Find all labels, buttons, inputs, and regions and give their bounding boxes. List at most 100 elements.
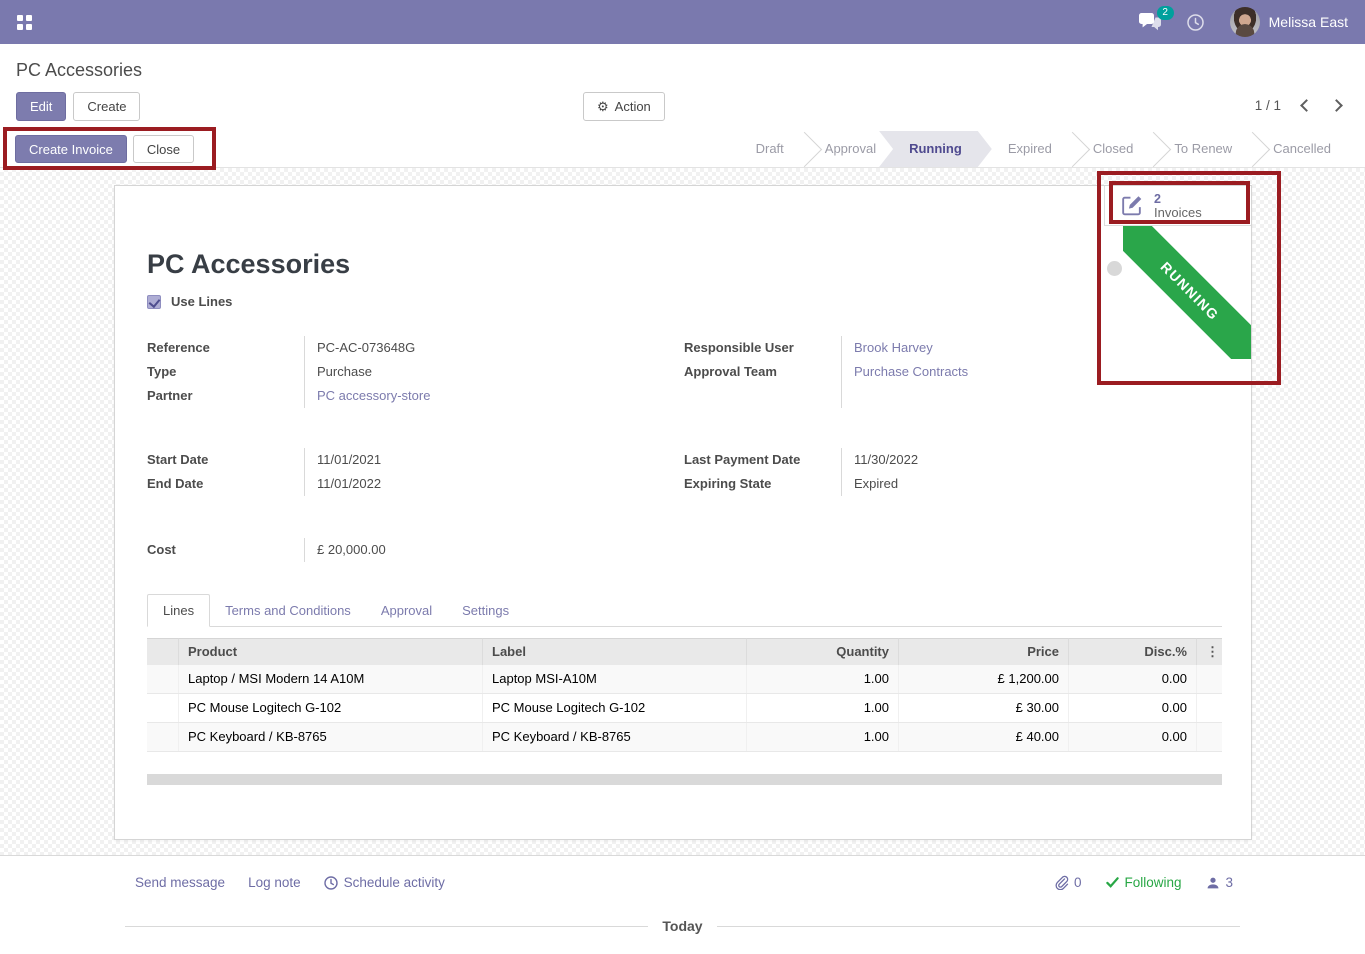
schedule-activity-button[interactable]: Schedule activity xyxy=(324,875,445,890)
header-quantity[interactable]: Quantity xyxy=(747,638,899,665)
check-icon xyxy=(1106,876,1119,889)
today-divider: Today xyxy=(125,918,1240,934)
stage-pipeline: Draft Approval Running Expired Closed To… xyxy=(736,131,1365,167)
gear-icon: ⚙ xyxy=(597,100,609,113)
pager-next-icon[interactable] xyxy=(1330,99,1343,112)
apps-menu-icon[interactable] xyxy=(17,15,32,30)
attachments-count: 0 xyxy=(1074,875,1082,890)
cell-product: PC Mouse Logitech G-102 xyxy=(179,694,483,722)
record-title: PC Accessories xyxy=(147,249,350,280)
followers-button[interactable]: 3 xyxy=(1206,875,1233,890)
paperclip-icon xyxy=(1054,875,1069,890)
field-value-end-date: 11/01/2022 xyxy=(317,472,664,496)
field-value-approval-team-link[interactable]: Purchase Contracts xyxy=(854,364,968,379)
use-lines-field: Use Lines xyxy=(147,294,232,309)
field-value-expiring-state: Expired xyxy=(854,472,1201,496)
lines-table: Product Label Quantity Price Disc.% ⋮ La… xyxy=(147,638,1222,752)
edit-note-icon xyxy=(1119,193,1144,218)
field-value-partner-link[interactable]: PC accessory-store xyxy=(317,388,430,403)
cell-price: £ 40.00 xyxy=(899,723,1069,751)
create-button[interactable]: Create xyxy=(73,92,140,121)
cell-disc: 0.00 xyxy=(1069,665,1197,693)
field-label-last-payment-date: Last Payment Date xyxy=(684,448,841,472)
header-disc[interactable]: Disc.% xyxy=(1069,638,1197,665)
field-label-partner: Partner xyxy=(147,384,304,408)
today-label: Today xyxy=(662,918,702,934)
table-row[interactable]: PC Keyboard / KB-8765 PC Keyboard / KB-8… xyxy=(147,723,1222,752)
field-label-cost: Cost xyxy=(147,538,304,562)
field-value-last-payment-date: 11/30/2022 xyxy=(854,448,1201,472)
activity-dot xyxy=(1107,261,1122,276)
field-value-type: Purchase xyxy=(317,360,664,384)
log-note-button[interactable]: Log note xyxy=(248,875,301,890)
tab-terms-and-conditions[interactable]: Terms and Conditions xyxy=(210,595,366,626)
cell-label: PC Mouse Logitech G-102 xyxy=(483,694,747,722)
cell-label: Laptop MSI-A10M xyxy=(483,665,747,693)
field-label-end-date: End Date xyxy=(147,472,304,496)
tab-settings[interactable]: Settings xyxy=(447,595,524,626)
header-handle-cell xyxy=(147,638,179,665)
stage-running[interactable]: Running xyxy=(879,131,992,167)
field-value-responsible-user-link[interactable]: Brook Harvey xyxy=(854,340,933,355)
cell-price: £ 1,200.00 xyxy=(899,665,1069,693)
followers-count: 3 xyxy=(1225,875,1233,890)
invoices-count: 2 xyxy=(1154,192,1202,206)
close-button[interactable]: Close xyxy=(133,135,194,163)
use-lines-label: Use Lines xyxy=(171,294,232,309)
field-group-2: Start Date End Date 11/01/2021 11/01/202… xyxy=(147,448,1226,496)
cell-product: Laptop / MSI Modern 14 A10M xyxy=(179,665,483,693)
field-group-3: Cost £ 20,000.00 xyxy=(147,538,1226,562)
field-label-responsible-user: Responsible User xyxy=(684,336,841,360)
header-product[interactable]: Product xyxy=(179,638,483,665)
field-value-cost: £ 20,000.00 xyxy=(317,538,664,562)
cell-price: £ 30.00 xyxy=(899,694,1069,722)
table-header-row: Product Label Quantity Price Disc.% ⋮ xyxy=(147,638,1222,665)
messages-badge: 2 xyxy=(1157,6,1174,20)
cell-disc: 0.00 xyxy=(1069,723,1197,751)
field-label-reference: Reference xyxy=(147,336,304,360)
breadcrumb[interactable]: PC Accessories xyxy=(0,44,1365,81)
attachments-button[interactable]: 0 xyxy=(1054,875,1082,890)
cell-quantity: 1.00 xyxy=(747,694,899,722)
cell-quantity: 1.00 xyxy=(747,665,899,693)
field-label-approval-team: Approval Team xyxy=(684,360,841,384)
control-panel: PC Accessories Edit Create ⚙ Action 1 / … xyxy=(0,44,1365,131)
header-price[interactable]: Price xyxy=(899,638,1069,665)
invoices-label: Invoices xyxy=(1154,206,1202,220)
edit-button[interactable]: Edit xyxy=(16,92,66,121)
field-label-type: Type xyxy=(147,360,304,384)
activities-button[interactable] xyxy=(1187,14,1204,31)
cell-product: PC Keyboard / KB-8765 xyxy=(179,723,483,751)
cell-disc: 0.00 xyxy=(1069,694,1197,722)
create-invoice-button[interactable]: Create Invoice xyxy=(15,135,127,163)
table-footer-strip xyxy=(147,774,1222,785)
table-row[interactable]: PC Mouse Logitech G-102 PC Mouse Logitec… xyxy=(147,694,1222,723)
user-avatar xyxy=(1230,7,1260,37)
table-row[interactable]: Laptop / MSI Modern 14 A10M Laptop MSI-A… xyxy=(147,665,1222,694)
tab-approval[interactable]: Approval xyxy=(366,595,447,626)
cell-quantity: 1.00 xyxy=(747,723,899,751)
send-message-button[interactable]: Send message xyxy=(135,875,225,890)
optional-columns-icon[interactable]: ⋮ xyxy=(1197,638,1222,665)
field-label-expiring-state: Expiring State xyxy=(684,472,841,496)
chatter: Send message Log note Schedule activity … xyxy=(0,855,1365,954)
use-lines-checkbox[interactable] xyxy=(147,295,161,309)
header-label[interactable]: Label xyxy=(483,638,747,665)
action-button[interactable]: ⚙ Action xyxy=(583,92,665,121)
pager: 1 / 1 xyxy=(1255,98,1341,113)
user-name: Melissa East xyxy=(1269,14,1348,30)
invoices-stat-button[interactable]: 2 Invoices xyxy=(1104,186,1251,226)
form-statusbar: Create Invoice Close Draft Approval Runn… xyxy=(0,131,1365,168)
user-menu[interactable]: Melissa East xyxy=(1230,7,1348,37)
person-icon xyxy=(1206,876,1220,890)
clock-icon xyxy=(1187,14,1204,31)
field-group-1: Reference Type Partner PC-AC-073648G Pur… xyxy=(147,336,1226,408)
top-navbar: 2 Melissa East xyxy=(0,0,1365,44)
pager-count: 1 / 1 xyxy=(1255,98,1281,113)
form-view-background: 2 Invoices RUNNING PC Accessories Use Li… xyxy=(0,168,1365,855)
messages-button[interactable]: 2 xyxy=(1139,13,1161,31)
following-button[interactable]: Following xyxy=(1106,875,1181,890)
pager-previous-icon[interactable] xyxy=(1300,99,1313,112)
tab-lines[interactable]: Lines xyxy=(147,594,210,627)
cell-label: PC Keyboard / KB-8765 xyxy=(483,723,747,751)
